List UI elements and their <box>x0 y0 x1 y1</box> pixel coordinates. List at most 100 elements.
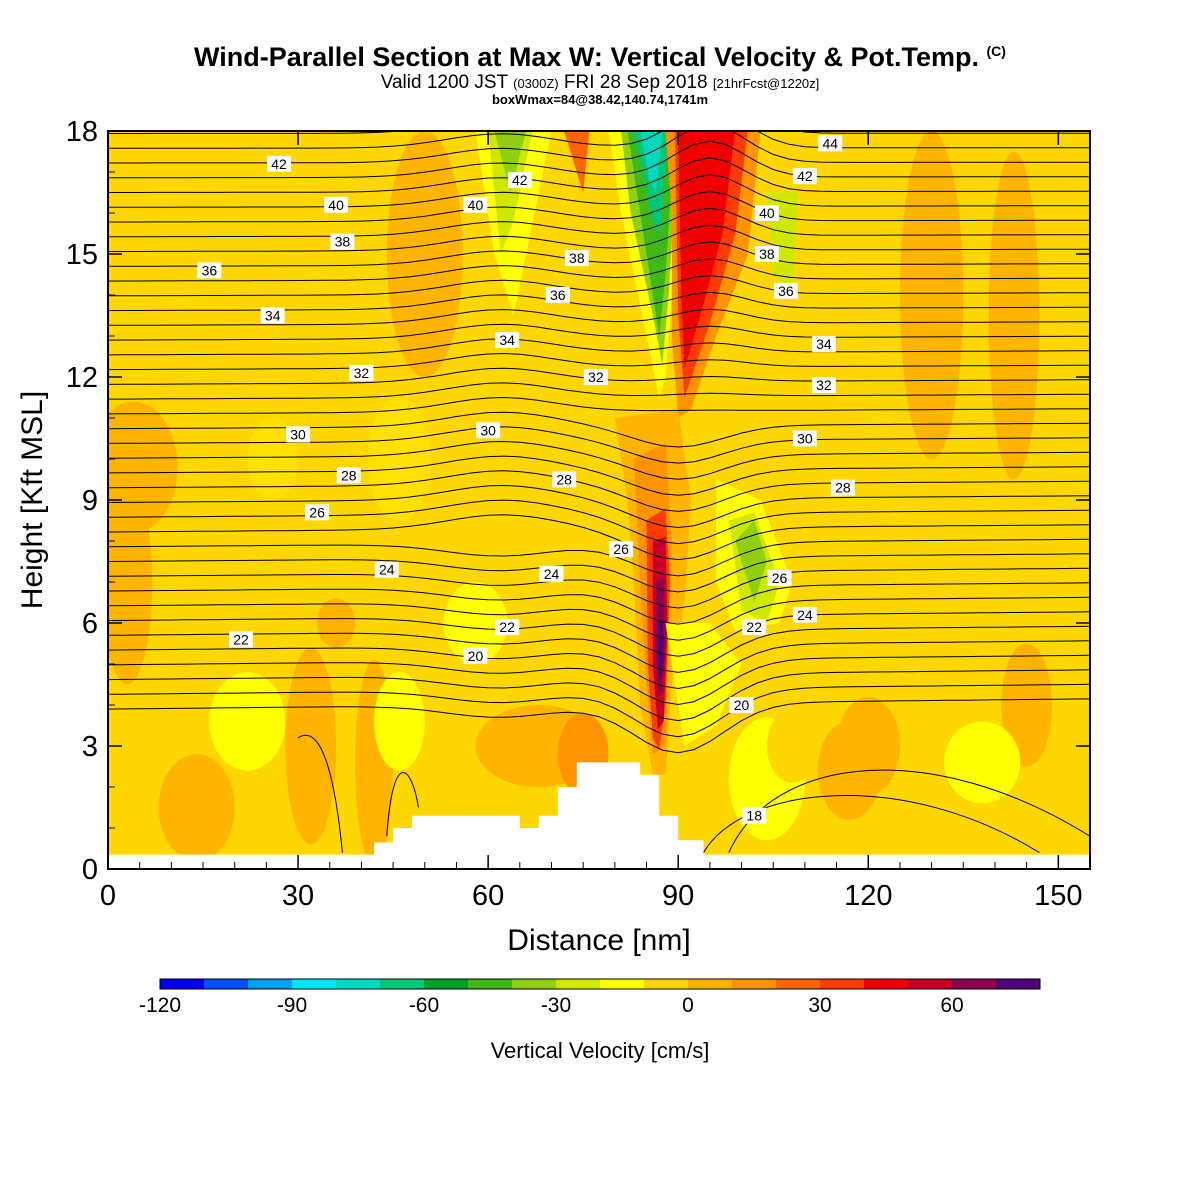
contour-label-text: 26 <box>309 504 325 520</box>
y-tick-label: 6 <box>82 608 98 640</box>
field-blob <box>367 397 432 521</box>
contour-label-text: 40 <box>468 197 484 213</box>
theta-contour-line <box>108 207 1090 238</box>
colorbar-swatch <box>380 979 425 989</box>
colorbar-tick-label: -120 <box>139 994 181 1017</box>
colorbar-swatch <box>864 979 909 989</box>
contour-label-text: 26 <box>613 541 629 557</box>
y-tick-label: 15 <box>66 239 98 271</box>
x-tick-label: 60 <box>472 880 504 912</box>
contour-label-text: 30 <box>290 426 306 442</box>
y-tick-label: 12 <box>66 362 98 394</box>
theta-contour-line <box>297 734 343 853</box>
contour-label: 22 <box>742 619 767 636</box>
colorbar-frame <box>159 978 1041 990</box>
contour-label: 34 <box>811 336 836 353</box>
colorbar-swatch <box>820 979 865 989</box>
contour-label-text: 34 <box>265 308 281 324</box>
contour-label: 32 <box>583 369 608 385</box>
theta-contour-line <box>108 411 1090 448</box>
theta-contour-line <box>108 157 1090 193</box>
theta-contour-line <box>108 224 1090 252</box>
colorbar-swatch <box>688 979 733 989</box>
contour-label-text: 26 <box>772 570 788 586</box>
contour-label-text: 24 <box>544 566 560 582</box>
theta-contour-line <box>108 698 1090 754</box>
theta-contour-line <box>108 567 1090 609</box>
theta-contour-line <box>108 338 1090 356</box>
field-blob <box>158 754 235 861</box>
field-blob <box>944 721 1021 804</box>
terrain <box>108 762 1090 869</box>
contour-label: 38 <box>564 250 589 267</box>
contour-label-text: 44 <box>822 135 838 151</box>
contour-label-text: 40 <box>328 197 344 213</box>
field-blob <box>766 709 818 783</box>
contour-label: 22 <box>495 619 520 636</box>
contour-label-text: 22 <box>233 631 249 647</box>
theta-contour-line <box>108 553 1090 593</box>
colorbar-tick-label: -30 <box>541 994 571 1017</box>
contour-label: 24 <box>374 561 399 578</box>
theta-contour-line <box>108 596 1090 641</box>
field-blob <box>899 131 964 459</box>
contour-label: 32 <box>349 364 374 381</box>
contour-label: 28 <box>552 471 577 488</box>
theta-contour-line <box>108 396 1090 415</box>
contour-label: 26 <box>767 569 792 586</box>
theta-contour-line <box>108 669 1090 722</box>
contour-label-text: 20 <box>734 697 750 713</box>
contour-label: 30 <box>476 422 501 439</box>
theta-contour-line <box>108 611 1090 657</box>
theta-contour-line <box>703 795 1040 854</box>
theta-contour-line <box>108 308 1090 326</box>
colorbar-swatch <box>952 979 997 989</box>
contour-label: 40 <box>324 196 349 213</box>
contour-label-text: 28 <box>341 467 357 483</box>
contour-label-text: 30 <box>797 431 813 447</box>
colorbar-swatch <box>600 979 645 989</box>
field-blob <box>817 721 881 820</box>
contour-label: 34 <box>260 307 285 324</box>
colorbar-swatch <box>468 979 513 989</box>
updraft-top-left <box>564 131 590 193</box>
colorbar-swatch <box>908 979 953 989</box>
contour-label-text: 22 <box>746 619 762 635</box>
theta-contour-line <box>108 499 1090 545</box>
contour-label: 36 <box>773 282 798 299</box>
theta-contour-line <box>108 174 1090 208</box>
colorbar-swatch <box>336 979 381 989</box>
chart-title: Wind-Parallel Section at Max W: Vertical… <box>194 42 1006 72</box>
contour-label: 24 <box>792 606 817 623</box>
theta-contour-line <box>108 654 1090 706</box>
theta-contour-line <box>386 772 419 837</box>
contour-label: 40 <box>754 205 779 221</box>
y-tick-label: 3 <box>82 731 98 763</box>
theta-contour-line <box>108 683 1090 738</box>
theta-contours <box>108 131 1090 854</box>
theta-contour-line <box>108 323 1090 341</box>
contour-label-text: 32 <box>588 369 604 385</box>
theta-contour-line <box>108 484 1090 529</box>
contour-label-text: 42 <box>512 172 528 188</box>
contour-label: 20 <box>463 647 488 664</box>
y-tick-label: 9 <box>82 485 98 517</box>
x-tick-label: 30 <box>282 880 314 912</box>
contour-label-text: 24 <box>379 562 395 578</box>
colorbar-swatch <box>204 979 249 989</box>
colorbar-swatch <box>644 979 689 989</box>
x-tick-label: 90 <box>662 880 694 912</box>
downdraft-left-green <box>494 131 527 193</box>
colorbar-swatch <box>776 979 821 989</box>
colorbar-swatch <box>160 979 205 989</box>
theta-contour-line <box>108 241 1090 267</box>
field-blob <box>209 672 286 771</box>
colorbar-swatch <box>732 979 777 989</box>
contour-label: 24 <box>539 565 564 582</box>
theta-contour-line <box>108 258 1090 282</box>
field-blob <box>1001 643 1052 767</box>
contour-label: 30 <box>792 430 817 447</box>
contour-label: 42 <box>267 155 292 172</box>
lee-yellow <box>665 623 742 746</box>
theta-contour-line <box>108 190 1090 223</box>
